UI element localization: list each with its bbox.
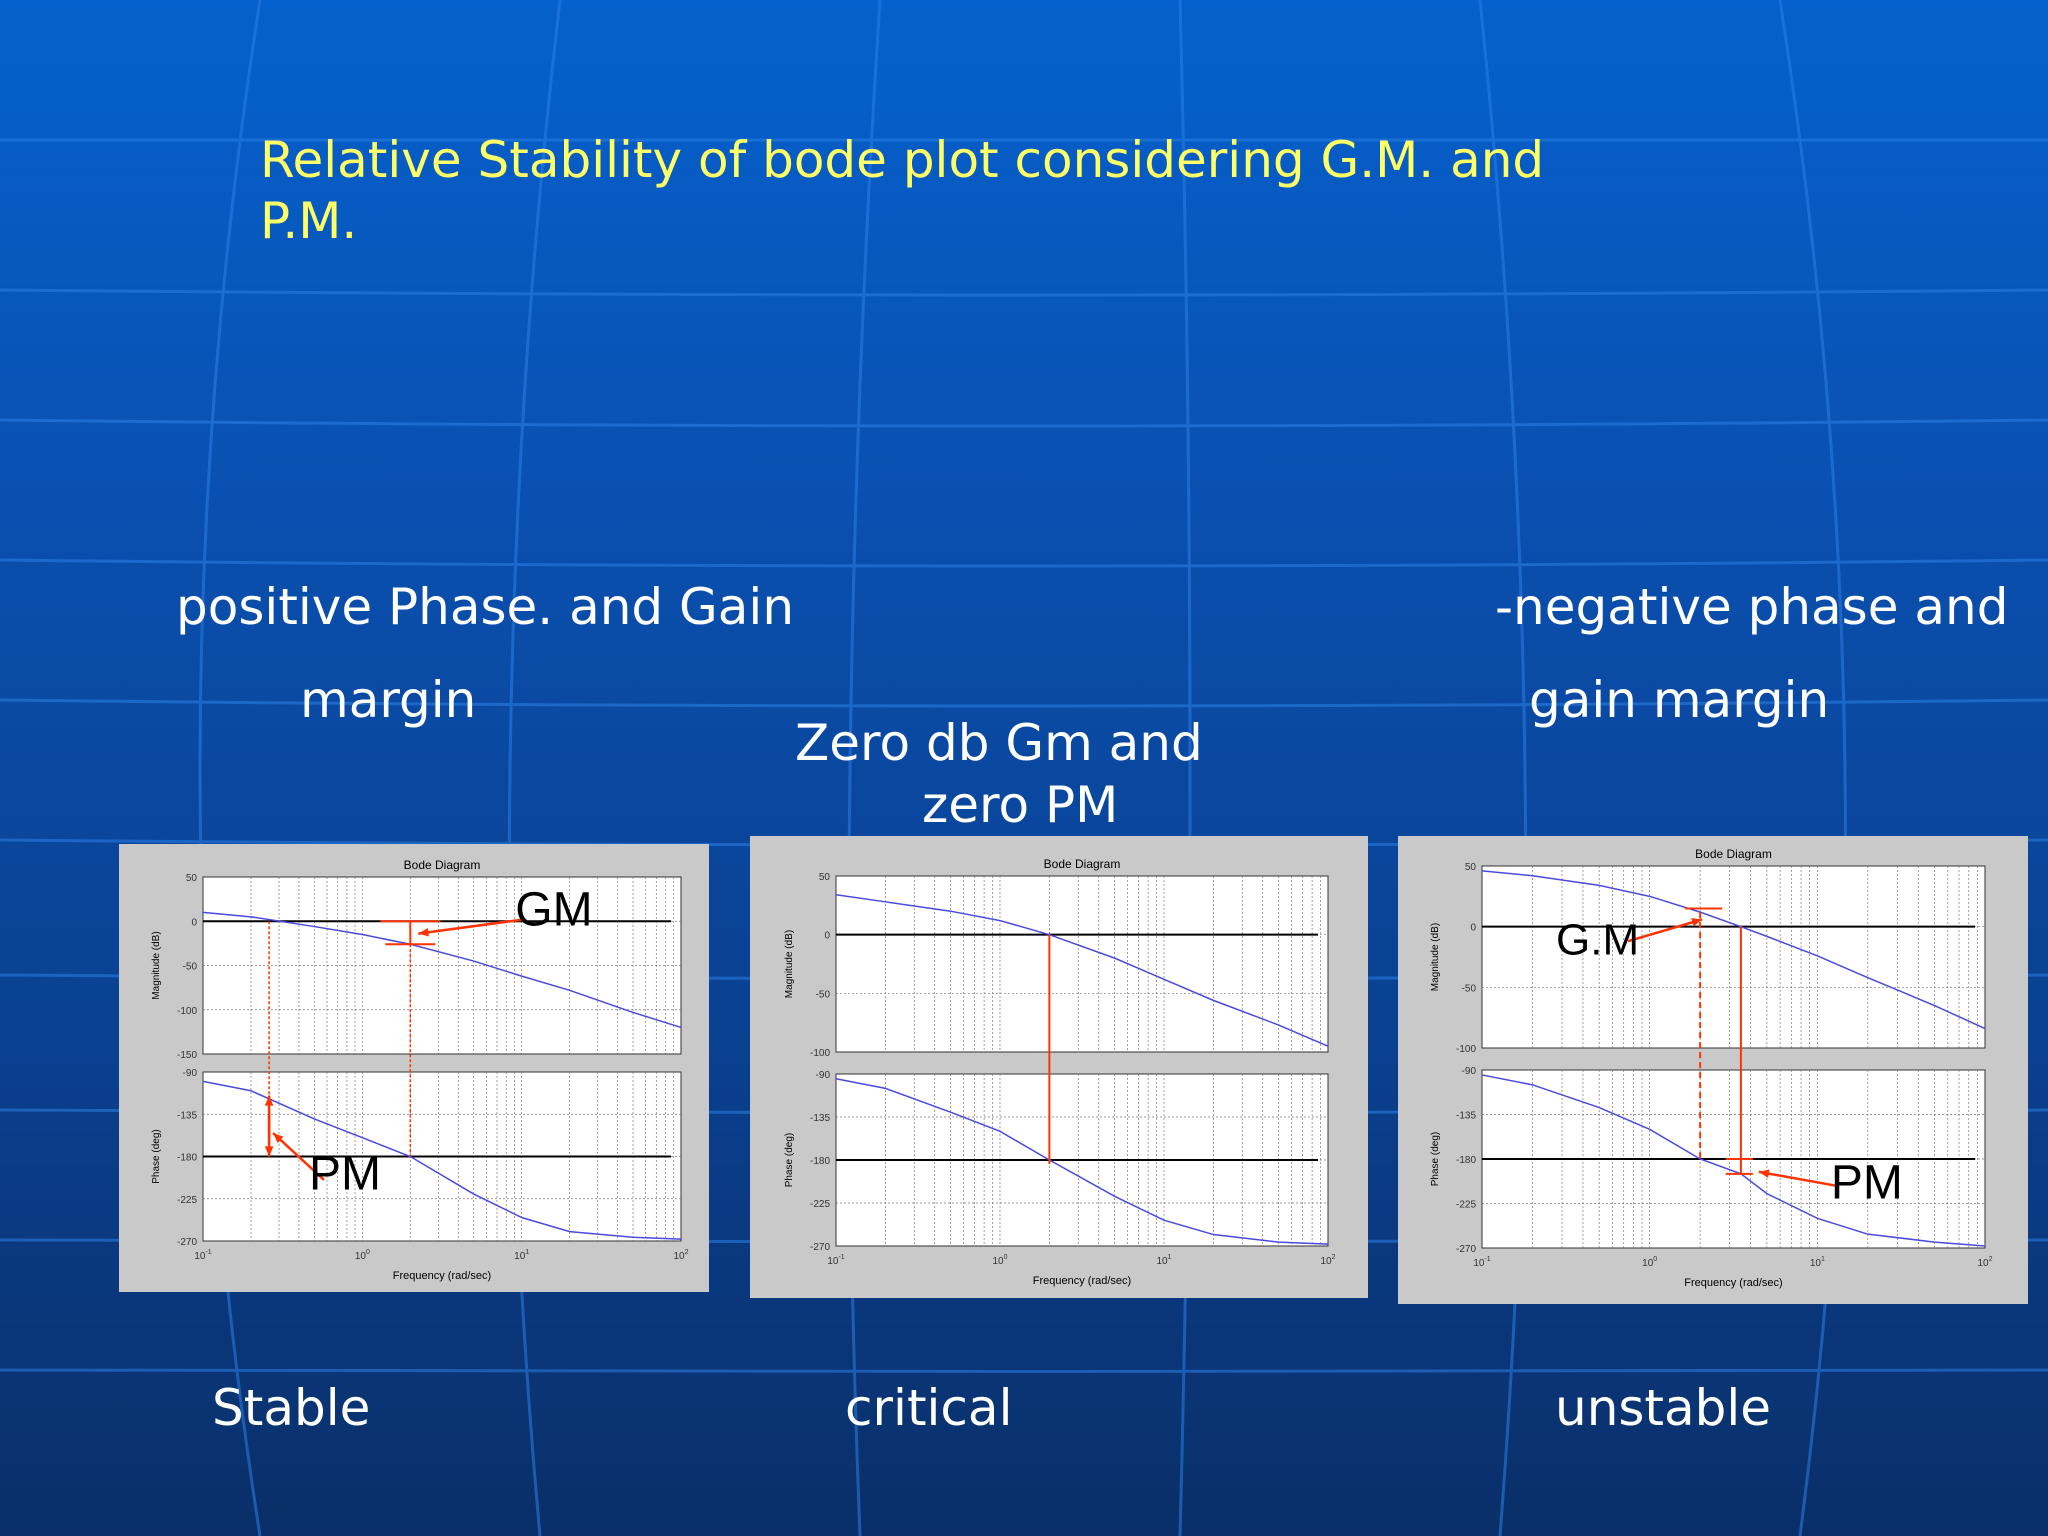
magnitude-tick-label: -100 (1456, 1044, 1476, 1055)
x-tick-label: 100 (355, 1249, 370, 1262)
phase-tick-label: -90 (1462, 1066, 1477, 1077)
magnitude-plot-area (1481, 865, 1986, 1049)
pm-annotation: PM (1831, 1157, 1903, 1210)
pm-pointer-arrow (272, 1132, 325, 1181)
caption-right-line-2: gain margin (1529, 671, 1830, 729)
phase-tick-label: -90 (816, 1070, 831, 1081)
magnitude-plot-area (835, 875, 1329, 1053)
magnitude-tick-label: -50 (1462, 983, 1477, 994)
chart-title: Bode Diagram (1695, 847, 1772, 861)
x-tick-label: 100 (1642, 1256, 1657, 1269)
caption-center-line-2: zero PM (922, 776, 1119, 834)
slide-title-line-1: Relative Stability of bode plot consider… (260, 131, 1545, 189)
phase-tick-label: -135 (1456, 1111, 1476, 1122)
magnitude-tick-label: -50 (816, 989, 831, 1000)
gm-pointer-arrow-head (1691, 918, 1703, 927)
caption-center-line-1: Zero db Gm and (795, 714, 1203, 772)
phase-curve (202, 1080, 682, 1240)
magnitude-tick-label: -150 (177, 1050, 197, 1061)
phase-tick-label: -270 (177, 1237, 197, 1248)
phase-axis-label: Phase (deg) (784, 1133, 795, 1187)
pm-arrow-down-head (264, 1146, 274, 1157)
label-stable: Stable (212, 1379, 371, 1437)
caption-left-line-1: positive Phase. and Gain (176, 578, 795, 636)
phase-tick-label: -270 (1456, 1244, 1476, 1255)
magnitude-tick-label: 0 (824, 931, 830, 942)
magnitude-tick-label: -100 (177, 1006, 197, 1017)
bode-panel-unstable: 50 0 -50 -100 -90 -135 -180 -225 -270 10-1 100 101 1… (1398, 836, 2028, 1304)
caption-left-line-2: margin (300, 671, 477, 729)
caption-right-line-1: -negative phase and (1495, 578, 2009, 636)
label-critical: critical (845, 1379, 1013, 1437)
x-tick-label: 100 (992, 1254, 1007, 1267)
phase-tick-label: -180 (177, 1153, 197, 1164)
pm-pointer-arrow (1758, 1170, 1837, 1187)
x-axis-label: Frequency (rad/sec) (393, 1270, 491, 1282)
x-tick-label: 101 (514, 1249, 529, 1262)
x-tick-label: 10-1 (1473, 1256, 1490, 1269)
magnitude-curve (202, 911, 682, 1029)
x-tick-label: 101 (1156, 1254, 1171, 1267)
x-tick-label: 102 (1320, 1254, 1335, 1267)
magnitude-tick-label: 50 (1465, 862, 1477, 873)
magnitude-curve (835, 894, 1329, 1047)
bode-panel-critical: 50 0 -50 -100 -90 -135 -180 -225 -270 10-1 100 101 1… (750, 836, 1368, 1298)
gm-annotation: G.M (1556, 916, 1639, 965)
magnitude-tick-label: 50 (819, 872, 831, 883)
gm-pointer-arrow-head (418, 928, 429, 937)
phase-tick-label: -225 (177, 1195, 197, 1206)
phase-tick-label: -225 (810, 1199, 830, 1210)
x-tick-label: 102 (1977, 1256, 1992, 1269)
x-axis-label: Frequency (rad/sec) (1684, 1277, 1782, 1289)
phase-tick-label: -135 (810, 1113, 830, 1124)
label-unstable: unstable (1555, 1379, 1772, 1437)
phase-axis-label: Phase (deg) (151, 1129, 162, 1183)
slide-title: Relative Stability of bode plot consider… (260, 130, 1544, 252)
gm-annotation: GM (515, 884, 592, 937)
phase-tick-label: -180 (1456, 1155, 1476, 1166)
phase-axis-label: Phase (deg) (1430, 1132, 1441, 1186)
phase-tick-label: -270 (810, 1242, 830, 1253)
magnitude-tick-label: 0 (1470, 923, 1476, 934)
pm-pointer-arrow-head (273, 1133, 284, 1144)
pm-pointer-arrow-head (1758, 1169, 1770, 1178)
gm-pointer-arrow (1627, 918, 1703, 943)
chart-title: Bode Diagram (1044, 857, 1121, 871)
magnitude-tick-label: -100 (810, 1048, 830, 1059)
magnitude-axis-label: Magnitude (dB) (1430, 923, 1441, 991)
pm-annotation: PM (309, 1147, 381, 1200)
x-tick-label: 10-1 (194, 1249, 211, 1262)
magnitude-axis-label: Magnitude (dB) (784, 930, 795, 998)
phase-tick-label: -90 (183, 1068, 198, 1079)
magnitude-tick-label: -50 (183, 962, 198, 973)
chart-title: Bode Diagram (404, 858, 481, 872)
pm-arrow-up-head (264, 1095, 274, 1106)
x-tick-label: 101 (1810, 1256, 1825, 1269)
magnitude-tick-label: 0 (191, 917, 197, 928)
magnitude-tick-label: 50 (186, 873, 198, 884)
slide-title-line-2: P.M. (260, 192, 358, 250)
bode-panel-stable: 50 0 -50 -100 -150 -90 -135 -180 -225 -270 10-1 100… (119, 844, 709, 1292)
phase-tick-label: -135 (177, 1110, 197, 1121)
magnitude-plot-area (202, 876, 682, 1055)
magnitude-axis-label: Magnitude (dB) (151, 931, 162, 999)
phase-tick-label: -225 (1456, 1200, 1476, 1211)
x-axis-label: Frequency (rad/sec) (1033, 1275, 1131, 1287)
phase-curve (835, 1078, 1329, 1245)
gm-pointer-arrow (418, 918, 526, 935)
x-tick-label: 102 (673, 1249, 688, 1262)
x-tick-label: 10-1 (827, 1254, 844, 1267)
phase-tick-label: -180 (810, 1156, 830, 1167)
